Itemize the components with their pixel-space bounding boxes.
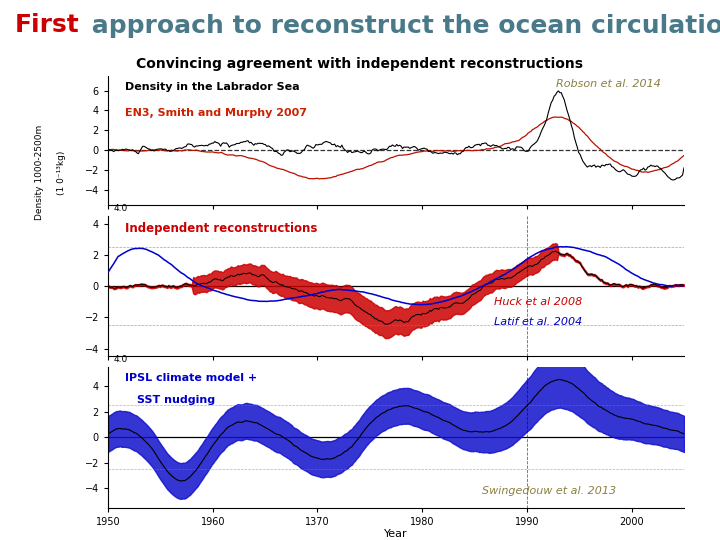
Text: EN3, Smith and Murphy 2007: EN3, Smith and Murphy 2007 — [125, 108, 307, 118]
X-axis label: Year: Year — [384, 529, 408, 539]
Text: First: First — [14, 14, 79, 37]
Text: 4.0: 4.0 — [114, 355, 128, 364]
Text: SST nudging: SST nudging — [137, 395, 215, 406]
Text: Huck et al 2008: Huck et al 2008 — [494, 298, 582, 307]
Text: Density 1000-2500m: Density 1000-2500m — [35, 125, 44, 220]
Text: Convincing agreement with independent reconstructions: Convincing agreement with independent re… — [137, 57, 583, 71]
Text: Swingedouw et al. 2013: Swingedouw et al. 2013 — [482, 487, 616, 496]
Text: approach to reconstruct the ocean circulation at IPSL: approach to reconstruct the ocean circul… — [83, 14, 720, 37]
Text: Robson et al. 2014: Robson et al. 2014 — [556, 79, 661, 90]
Text: Density in the Labrador Sea: Density in the Labrador Sea — [125, 82, 300, 92]
Text: (1 0⁻¹³kg): (1 0⁻¹³kg) — [57, 151, 66, 195]
Text: Latif et al. 2004: Latif et al. 2004 — [494, 317, 582, 327]
Text: 4.0: 4.0 — [114, 204, 128, 213]
Text: Independent reconstructions: Independent reconstructions — [125, 221, 318, 234]
Text: IPSL climate model +: IPSL climate model + — [125, 373, 258, 383]
